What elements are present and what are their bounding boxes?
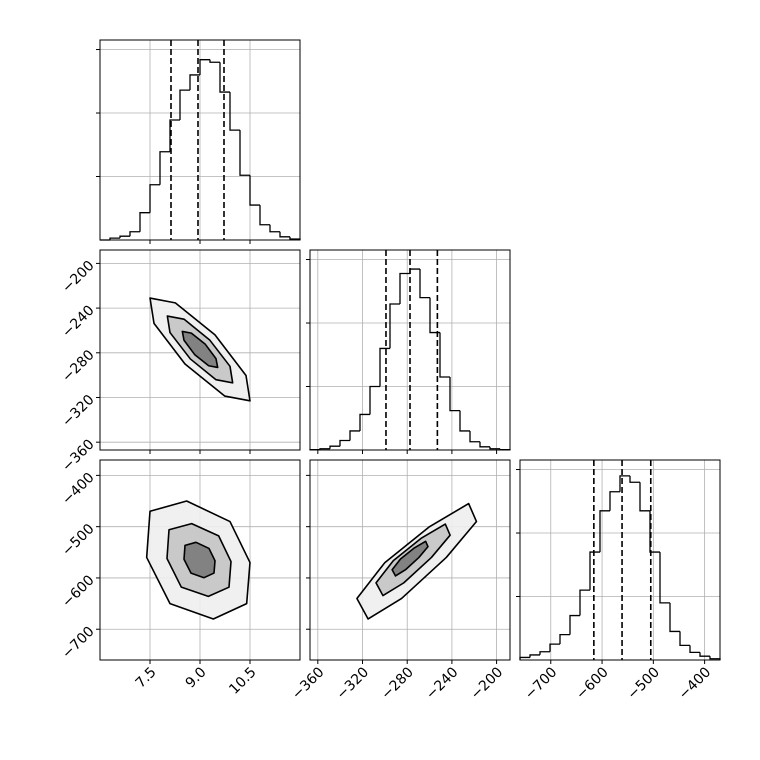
histogram-bin (269, 224, 280, 233)
x-tick-label: 7.5 (133, 664, 160, 691)
x-tick-label: −320 (334, 664, 373, 703)
y-tick-label: −240 (59, 302, 98, 341)
histogram-bin (229, 92, 240, 131)
histogram-bin (369, 385, 380, 415)
histogram-bin (669, 602, 680, 633)
x-tick-label: −500 (624, 664, 663, 703)
histogram-bin (479, 441, 490, 448)
x-tick-label: 9.0 (183, 664, 210, 691)
panel-frame (519, 459, 721, 661)
histogram-bin (449, 376, 460, 412)
histogram-bin (169, 119, 180, 152)
histogram-bin (619, 475, 630, 492)
x-tick-label: −400 (676, 664, 715, 703)
y-tick-label: −280 (59, 347, 98, 386)
histogram-bin (109, 237, 120, 240)
x-tick-label: −240 (423, 664, 462, 703)
histogram-bin (359, 413, 370, 431)
histogram-bin (689, 645, 700, 654)
histogram-bin (459, 410, 470, 432)
panel-frame (309, 459, 511, 661)
y-tick-label: −400 (59, 470, 98, 509)
histogram-bin (699, 652, 710, 657)
panel-frame (99, 249, 301, 451)
histogram-bin (679, 631, 690, 647)
histogram-bin (259, 205, 270, 226)
histogram-bin (629, 475, 640, 483)
histogram-bin (559, 633, 570, 645)
histogram-bin (139, 212, 150, 232)
histogram-bin (489, 446, 500, 450)
histogram-bin (539, 651, 550, 655)
histogram-bin (159, 151, 170, 185)
histogram-bin (579, 589, 590, 616)
histogram-bin (249, 175, 260, 206)
histogram-bin (239, 130, 250, 176)
histogram-bin (529, 654, 540, 658)
histogram-bin (149, 184, 160, 213)
y-tick-label: −600 (59, 572, 98, 611)
x-tick-label: 10.5 (226, 664, 259, 697)
histogram-bin (119, 235, 130, 239)
histogram-bin (429, 297, 440, 334)
histogram-bin (339, 439, 350, 447)
panel-frame (99, 459, 301, 661)
contour (391, 540, 429, 577)
x-tick-label: −360 (289, 664, 328, 703)
x-tick-label: −280 (378, 664, 417, 703)
y-tick-label: −500 (59, 521, 98, 560)
y-tick-label: −700 (59, 624, 98, 663)
histogram-bin (569, 614, 580, 635)
histogram-bin (599, 510, 610, 553)
histogram-bin (319, 448, 330, 450)
histogram-bin (639, 482, 650, 512)
histogram-bin (589, 551, 600, 591)
x-tick-label: −600 (573, 664, 612, 703)
panel-frame (309, 249, 511, 451)
histogram-bin (709, 656, 721, 660)
histogram-bin (179, 89, 190, 120)
histogram-bin (549, 643, 560, 652)
contour (181, 330, 219, 369)
histogram-bin (469, 430, 480, 443)
histogram-bin (379, 347, 390, 387)
histogram-bin (199, 59, 210, 75)
x-tick-label: −700 (522, 664, 561, 703)
histogram-bin (209, 59, 220, 63)
histogram-bin (409, 268, 420, 274)
histogram-bin (329, 445, 340, 449)
y-tick-label: −320 (59, 392, 98, 431)
y-tick-label: −360 (59, 437, 98, 476)
histogram-bin (439, 332, 450, 378)
y-tick-label: −200 (59, 258, 98, 297)
histogram-bin (419, 269, 430, 299)
histogram-bin (609, 491, 620, 511)
histogram-bin (399, 272, 410, 304)
contour (183, 541, 216, 579)
panel-frame (99, 39, 301, 241)
x-tick-label: −200 (468, 664, 507, 703)
histogram-bin (129, 231, 140, 237)
histogram-bin (189, 74, 200, 91)
histogram-bin (349, 430, 360, 441)
histogram-bin (219, 62, 230, 93)
histogram-bin (279, 231, 290, 238)
histogram-bin (659, 552, 670, 604)
histogram-bin (389, 303, 400, 349)
